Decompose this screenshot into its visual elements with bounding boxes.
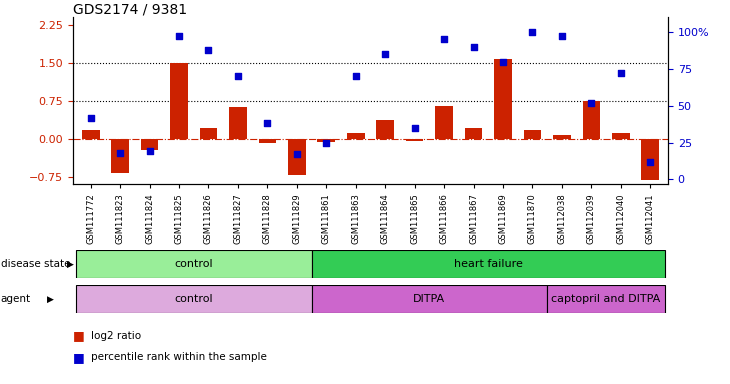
Text: control: control [174, 259, 213, 270]
Text: ▶: ▶ [67, 260, 74, 269]
Point [615, 70, 626, 76]
Bar [406, 139, 423, 141]
Bar [494, 59, 512, 139]
Bar [347, 133, 364, 139]
Bar [583, 101, 600, 139]
Point [85, 114, 96, 121]
Text: ■: ■ [73, 351, 85, 364]
Text: GDS2174 / 9381: GDS2174 / 9381 [73, 2, 187, 16]
Point [115, 150, 126, 156]
Text: agent: agent [1, 294, 31, 304]
Bar [377, 119, 394, 139]
Point [645, 159, 656, 165]
Bar [548, 285, 665, 313]
Bar [612, 133, 630, 139]
Bar [76, 250, 312, 278]
Text: DITPA: DITPA [413, 294, 445, 304]
Point [261, 121, 273, 127]
Point [320, 139, 332, 146]
Bar [642, 139, 659, 180]
Bar [553, 135, 571, 139]
Point [526, 29, 538, 35]
Bar [523, 130, 542, 139]
Point [438, 36, 450, 43]
Bar [312, 250, 665, 278]
Bar [312, 285, 548, 313]
Bar [82, 130, 99, 139]
Bar [318, 139, 335, 142]
Bar [76, 285, 312, 313]
Bar [465, 127, 483, 139]
Point [380, 51, 391, 57]
Point [409, 125, 420, 131]
Text: ▶: ▶ [47, 295, 54, 303]
Text: ■: ■ [73, 329, 85, 343]
Bar [258, 139, 276, 143]
Text: heart failure: heart failure [454, 259, 523, 270]
Point [497, 58, 509, 65]
Point [232, 73, 244, 79]
Bar [288, 139, 306, 175]
Point [468, 44, 480, 50]
Point [173, 33, 185, 40]
Point [350, 73, 361, 79]
Point [585, 100, 597, 106]
Bar [111, 139, 129, 173]
Bar [199, 127, 218, 139]
Bar [229, 108, 247, 139]
Bar [170, 63, 188, 139]
Text: captopril and DITPA: captopril and DITPA [551, 294, 661, 304]
Point [556, 33, 568, 40]
Point [291, 151, 303, 157]
Point [203, 46, 215, 53]
Bar [141, 139, 158, 150]
Text: control: control [174, 294, 213, 304]
Text: percentile rank within the sample: percentile rank within the sample [91, 352, 267, 362]
Text: disease state: disease state [1, 259, 70, 270]
Bar [435, 106, 453, 139]
Text: log2 ratio: log2 ratio [91, 331, 142, 341]
Point [144, 148, 155, 154]
